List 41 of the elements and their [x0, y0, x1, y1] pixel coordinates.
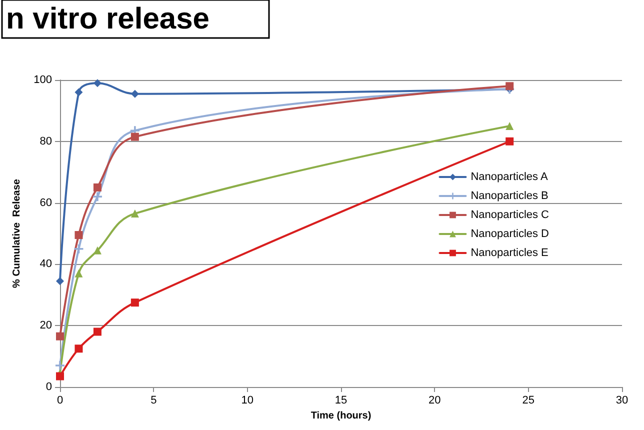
x-tick-label: 30 [616, 394, 628, 406]
y-tick-label: 0 [46, 381, 52, 393]
legend-label: Nanoparticles C [470, 209, 550, 221]
point [93, 328, 102, 336]
point [56, 277, 64, 286]
legend-label: Nanoparticles E [470, 247, 548, 259]
x-tick-label: 0 [56, 394, 64, 406]
y-tick-label: 60 [40, 196, 52, 209]
point [506, 137, 514, 146]
legend-label: Nanoparticles B [470, 190, 548, 202]
legend-label: Nanoparticles D [470, 228, 550, 240]
y-tick-label: 40 [40, 258, 52, 270]
point [74, 269, 83, 278]
point [130, 132, 139, 141]
point [506, 82, 514, 90]
point [92, 192, 102, 202]
point [74, 344, 83, 353]
y-tick-label: 80 [40, 135, 52, 148]
x-tick-label: 15 [334, 394, 348, 406]
x-tick-label: 25 [522, 394, 534, 406]
point [56, 332, 64, 340]
x-tick-label: 20 [428, 394, 441, 406]
x-tick-label: 5 [150, 394, 157, 406]
point [56, 372, 64, 380]
point [74, 231, 83, 240]
point [74, 88, 83, 96]
point [93, 79, 102, 88]
point [56, 361, 64, 370]
point [130, 210, 139, 218]
x-axis-title: Time (hours) [310, 410, 372, 422]
point [93, 183, 102, 192]
x-tick-label: 10 [241, 394, 254, 406]
y-axis-title: % Cumulative Release [12, 178, 22, 288]
chart-title: n vitro release [6, 2, 210, 36]
legend-label: Nanoparticles A [470, 171, 548, 183]
point [74, 244, 84, 254]
point [130, 298, 139, 307]
y-tick-label: 100 [34, 74, 52, 86]
y-tick-label: 20 [40, 320, 52, 332]
point [506, 122, 514, 130]
point [130, 90, 139, 98]
